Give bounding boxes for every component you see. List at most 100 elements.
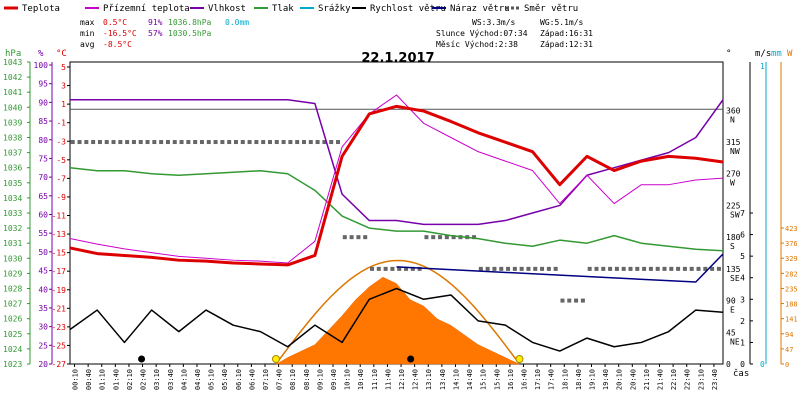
pressure-line <box>69 166 724 252</box>
wind-direction-marker <box>526 266 531 271</box>
time-tick-label-22: 11:10 <box>371 369 379 390</box>
legend-label-wind-gust: Náraz větru <box>450 4 510 14</box>
stat-sun: Slunce Východ:07:34 <box>436 29 528 38</box>
wind-direction-marker <box>614 266 619 271</box>
hpa-tick-label-17: 1026 <box>3 315 22 324</box>
deg-tick-label-0: 360 <box>726 106 741 115</box>
pct-tick-label-14: 30 <box>38 323 48 332</box>
w-tick-label-0: 423 <box>785 225 798 233</box>
time-tick-label-2: 01:10 <box>99 369 107 390</box>
temp-tick-label-8: -11 <box>52 212 67 221</box>
wind-direction-marker <box>648 266 653 271</box>
wind-direction-marker <box>131 140 136 145</box>
wind-direction-marker <box>247 140 252 145</box>
axis-unit-pct: % <box>38 49 44 59</box>
legend-label-rain: Srážky <box>318 4 351 14</box>
deg-tick-label-2: 270 <box>726 170 741 179</box>
wind-speed-line <box>69 287 724 352</box>
hpa-tick-label-15: 1028 <box>3 285 22 294</box>
wind-direction-marker <box>336 140 341 145</box>
stat-max-rain: 0.0mm <box>225 18 249 27</box>
pct-tick-label-11: 45 <box>38 267 48 276</box>
temp-tick-label-2: 1 <box>61 100 66 109</box>
hpa-tick-label-0: 1043 <box>3 58 22 67</box>
hpa-tick-label-10: 1033 <box>3 209 22 218</box>
pct-tick-label-0: 100 <box>34 61 49 70</box>
pct-tick-label-7: 65 <box>38 192 48 201</box>
wind-direction-marker <box>138 140 143 145</box>
temp-tick-label-10: -15 <box>52 249 67 258</box>
wind-direction-marker <box>342 235 347 240</box>
deg-tick-label-7: 45 <box>726 328 736 337</box>
wind-direction-marker <box>540 266 545 271</box>
astro-icons <box>138 355 524 363</box>
wind-direction-marker <box>145 140 150 145</box>
stat-avg-temp: -8.5°C <box>103 40 132 49</box>
stat-min-temp: -16.5°C <box>103 29 137 38</box>
wind-direction-marker <box>703 266 708 271</box>
hpa-tick-label-4: 1039 <box>3 118 22 127</box>
time-tick-label-17: 08:40 <box>303 369 311 390</box>
wind-direction-marker <box>587 266 592 271</box>
temp-tick-label-16: -27 <box>52 360 67 369</box>
wind-direction-marker <box>179 140 184 145</box>
wind-direction-marker <box>519 266 524 271</box>
time-tick-label-28: 14:10 <box>452 369 460 390</box>
time-tick-label-47: 23:40 <box>711 369 719 390</box>
ms-tick-label-1: 6 <box>740 231 745 240</box>
w-tick-label-3: 282 <box>785 270 798 278</box>
wind-direction-marker <box>281 140 286 145</box>
wind-direction-marker <box>165 140 170 145</box>
w-tick-label-1: 376 <box>785 240 798 248</box>
wind-direction-marker <box>233 140 238 145</box>
series-lines <box>69 94 724 352</box>
wind-direction-marker <box>70 140 75 145</box>
temp-tick-label-4: -3 <box>56 137 66 146</box>
pct-tick-label-16: 20 <box>38 360 48 369</box>
wind-direction-marker <box>186 140 191 145</box>
wind-direction-marker <box>315 140 320 145</box>
temp-tick-label-1: 3 <box>61 82 66 91</box>
deg-tick-label-8: 0 <box>726 360 731 369</box>
hpa-tick-label-3: 1040 <box>3 103 22 112</box>
axis-unit-deg: ° <box>726 49 731 59</box>
time-tick-label-37: 18:40 <box>575 369 583 390</box>
wind-direction-marker <box>254 140 259 145</box>
wind-direction-marker <box>77 140 82 145</box>
time-tick-label-24: 12:10 <box>398 369 406 390</box>
wind-direction-marker <box>118 140 123 145</box>
wind-direction-marker <box>580 298 585 303</box>
wind-direction-marker <box>91 140 96 145</box>
dir-tick-label-0: N <box>730 115 735 124</box>
stat-max-label: max <box>80 18 95 27</box>
wind-direction-marker <box>356 235 361 240</box>
pct-tick-label-6: 70 <box>38 173 48 182</box>
stat-max-press: 1036.8hPa <box>168 18 212 27</box>
time-tick-label-0: 00:10 <box>72 369 80 390</box>
solar-theoretical-path <box>275 259 521 365</box>
wind-direction-marker <box>485 266 490 271</box>
dir-tick-label-7: NE <box>730 337 740 346</box>
wind-direction-marker <box>512 266 517 271</box>
pct-tick-label-8: 60 <box>38 211 48 220</box>
axis-unit-hpa: hPa <box>5 49 21 59</box>
wind-direction-marker <box>608 266 613 271</box>
wind-direction-marker <box>444 235 449 240</box>
wind-direction-marker <box>499 266 504 271</box>
time-tick-label-8: 04:10 <box>180 369 188 390</box>
wind-direction-marker <box>669 266 674 271</box>
temp-tick-label-12: -19 <box>52 286 67 295</box>
time-tick-label-18: 09:10 <box>316 369 324 390</box>
time-tick-label-46: 23:10 <box>697 369 705 390</box>
wind-direction-marker <box>363 235 368 240</box>
stat-ws: WS:3.3m/s <box>472 18 516 27</box>
ms-tick-label-3: 4 <box>740 274 745 283</box>
wind-direction-marker <box>621 266 626 271</box>
wind-direction-marker <box>193 140 198 145</box>
hpa-tick-label-1: 1042 <box>3 73 22 82</box>
wind-direction-markers <box>70 140 721 303</box>
temp-tick-label-3: -1 <box>56 119 66 128</box>
wind-direction-marker <box>84 140 89 145</box>
time-tick-label-15: 07:40 <box>276 369 284 390</box>
time-tick-label-30: 15:10 <box>480 369 488 390</box>
